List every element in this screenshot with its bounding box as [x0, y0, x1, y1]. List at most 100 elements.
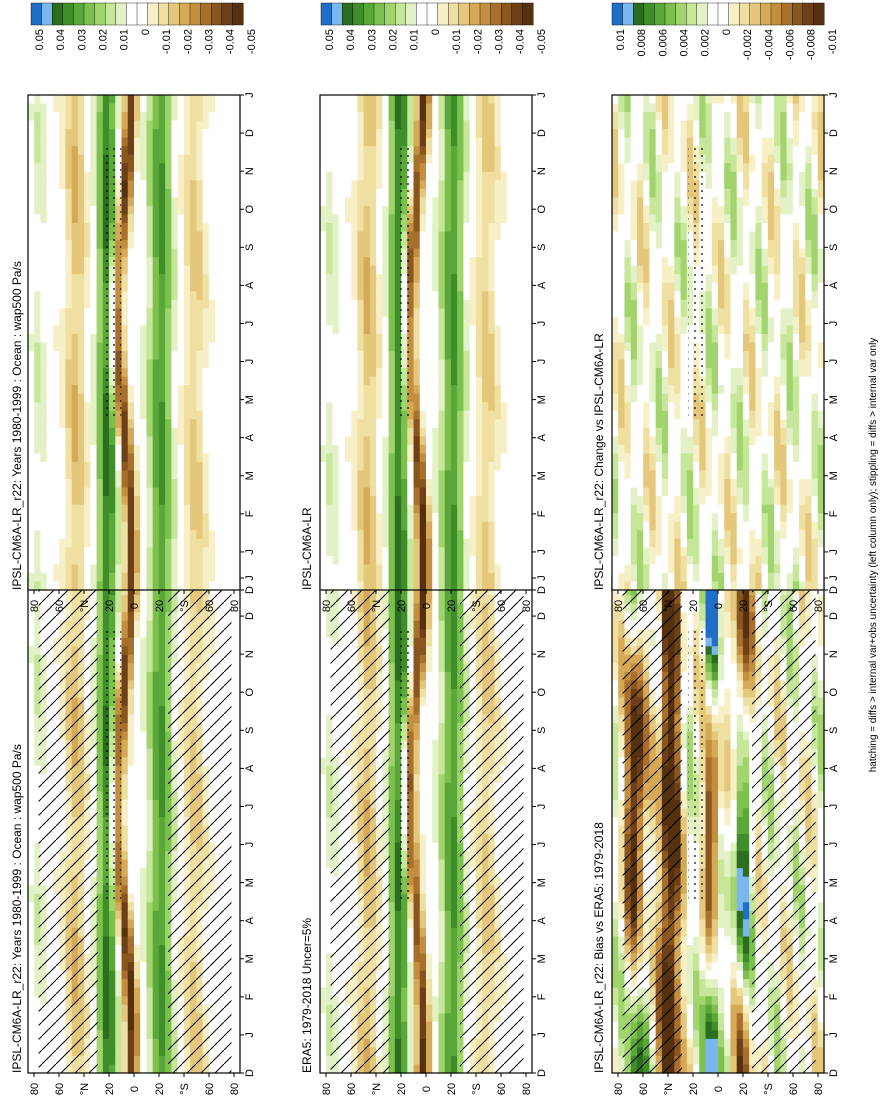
heatmap-cell — [140, 154, 148, 164]
heatmap-cell — [326, 1030, 334, 1040]
heatmap-cell — [115, 927, 123, 938]
heatmap-cell — [165, 248, 173, 258]
heatmap-cell — [227, 410, 235, 420]
heatmap-cell — [320, 740, 327, 750]
heatmap-cell — [28, 962, 35, 972]
heatmap-cell — [127, 351, 135, 361]
heatmap-cell — [227, 564, 235, 574]
heatmap-cell — [65, 470, 73, 480]
month-tick-label: M — [244, 954, 256, 963]
heatmap-cell — [158, 765, 166, 775]
heatmap-cell — [34, 774, 42, 784]
heatmap-cell — [320, 970, 327, 980]
heatmap-cell — [326, 723, 334, 733]
heatmap-cell — [152, 257, 160, 267]
heatmap-cell — [401, 987, 408, 997]
heatmap-cell — [146, 282, 154, 292]
heatmap-cell — [140, 453, 148, 463]
heatmap-cell — [84, 504, 91, 514]
heatmap-cell — [208, 240, 216, 250]
heatmap-cell — [407, 962, 415, 972]
heatmap-cell — [96, 953, 104, 963]
heatmap-cell — [202, 325, 210, 335]
heatmap-cell — [102, 987, 110, 997]
heatmap-cell — [146, 808, 154, 818]
heatmap-cell — [171, 402, 179, 412]
heatmap-cell — [202, 402, 210, 412]
heatmap-cell — [134, 654, 141, 664]
heatmap-cell — [34, 629, 42, 639]
heatmap-cell — [34, 504, 42, 514]
heatmap-cell — [134, 808, 141, 818]
heatmap-cell — [127, 154, 135, 164]
heatmap-cell — [134, 757, 141, 767]
heatmap-cell — [233, 95, 241, 105]
heatmap-cell — [190, 504, 197, 514]
heatmap-cell — [109, 538, 116, 548]
heatmap-cell — [34, 1055, 42, 1066]
heatmap-cell — [177, 171, 185, 181]
heatmap-cell — [121, 620, 129, 630]
heatmap-cell — [177, 197, 185, 207]
heatmap-cell — [202, 248, 210, 258]
heatmap-cell — [177, 188, 185, 199]
heatmap-cell — [84, 120, 91, 130]
heatmap-cell — [34, 654, 42, 664]
heatmap-cell — [134, 95, 141, 105]
heatmap-cell — [233, 385, 241, 395]
heatmap-cell — [326, 791, 334, 801]
heatmap-cell — [34, 436, 42, 446]
heatmap-cell — [146, 325, 154, 335]
heatmap-cell — [152, 299, 160, 309]
heatmap-cell — [227, 197, 235, 207]
heatmap-cell — [115, 453, 123, 463]
heatmap-cell — [102, 572, 110, 583]
heatmap-cell — [152, 765, 160, 775]
heatmap-cell — [190, 470, 197, 480]
heatmap-cell — [146, 688, 154, 699]
heatmap-cell — [227, 137, 235, 147]
heatmap-cell — [177, 538, 185, 548]
heatmap-cell — [158, 316, 166, 327]
heatmap-cell — [158, 646, 166, 656]
heatmap-cell — [40, 282, 48, 292]
heatmap-cell — [121, 859, 129, 869]
heatmap-cell — [127, 461, 135, 472]
heatmap-cell — [152, 180, 160, 190]
heatmap-cell — [140, 1021, 148, 1031]
heatmap-cell — [146, 351, 154, 361]
heatmap-cell — [171, 351, 179, 361]
heatmap-cell — [320, 816, 327, 827]
heatmap-cell — [227, 316, 235, 327]
heatmap-cell — [71, 402, 79, 412]
heatmap-cell — [59, 325, 67, 335]
heatmap-cell — [183, 530, 191, 540]
heatmap-cell — [227, 419, 235, 429]
heatmap-cell — [28, 214, 35, 224]
heatmap-cell — [140, 240, 148, 250]
heatmap-cell — [152, 1064, 160, 1074]
heatmap-cell — [202, 572, 210, 583]
heatmap-cell — [115, 919, 123, 929]
heatmap-cell — [115, 137, 123, 147]
heatmap-cell — [183, 188, 191, 199]
heatmap-cell — [146, 453, 154, 463]
heatmap-cell — [127, 970, 135, 980]
heatmap-cell — [202, 120, 210, 130]
heatmap-cell — [146, 654, 154, 664]
month-tick-label: A — [244, 764, 256, 772]
heatmap-cell — [96, 757, 104, 767]
heatmap-cell — [233, 868, 241, 878]
heatmap-cell — [190, 393, 197, 403]
heatmap-cell — [34, 808, 42, 818]
month-tick-label: D — [244, 129, 256, 137]
heatmap-cell — [190, 368, 197, 378]
heatmap-cell — [388, 910, 396, 920]
heatmap-cell — [121, 1047, 129, 1057]
heatmap-cell — [109, 504, 116, 514]
heatmap-cell — [158, 188, 166, 199]
heatmap-cell — [326, 987, 334, 997]
heatmap-cell — [115, 1047, 123, 1057]
heatmap-cell — [109, 927, 116, 938]
heatmap-cell — [52, 248, 60, 258]
